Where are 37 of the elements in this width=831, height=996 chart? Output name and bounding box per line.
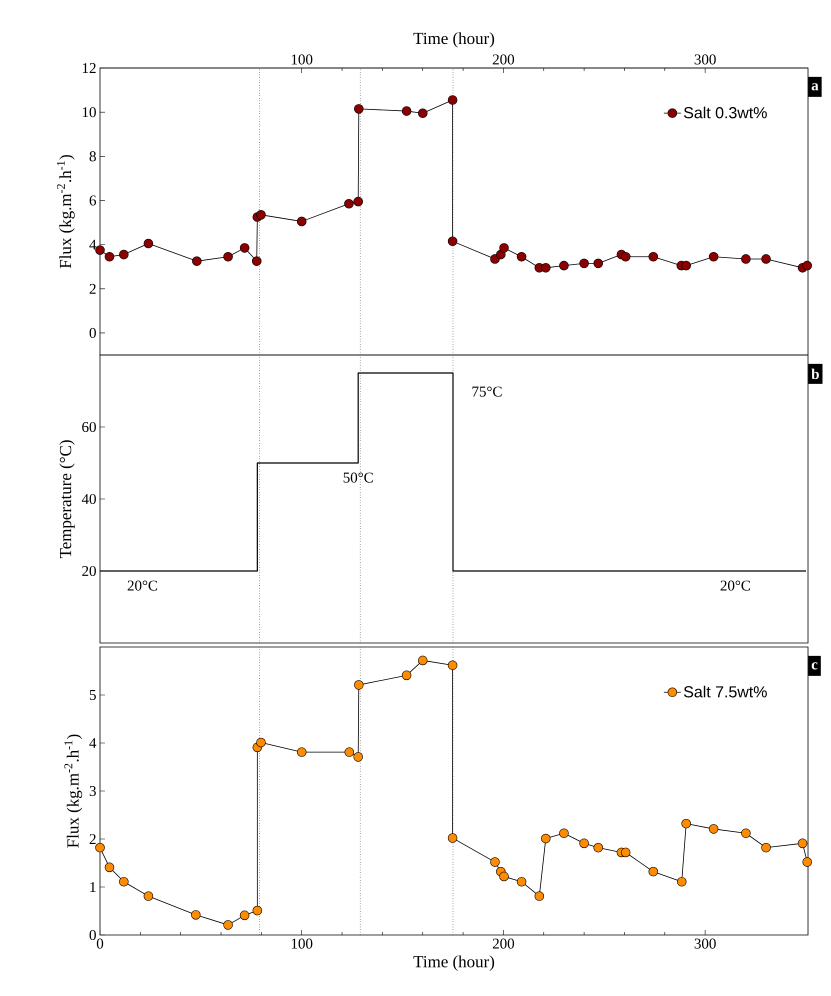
- y-tick-label: 0: [90, 328, 96, 338]
- x-tick-label: 100: [292, 938, 312, 949]
- x-tick-label: 300: [694, 938, 716, 949]
- annotation: 20°C: [128, 580, 158, 591]
- x2-tick-label: 100: [292, 54, 312, 64]
- x2-tick-label: 200: [492, 54, 514, 64]
- y-tick-label: 2: [90, 834, 96, 844]
- y-axis-title: Flux (kg.m$^{-2}$.h$^{-1}$): [56, 155, 75, 268]
- annotation: 50°C: [344, 472, 373, 483]
- y-tick-label: 2: [90, 284, 96, 294]
- text: a: [812, 83, 818, 90]
- legend-label: Salt 7.5wt%: [684, 686, 767, 698]
- x-tick-label: 200: [492, 938, 514, 949]
- y-tick-label: 12: [82, 63, 96, 73]
- x-tick-label: 0: [96, 938, 104, 949]
- y-tick-label: 6: [90, 195, 96, 206]
- y-tick-label: 1: [90, 882, 96, 892]
- y-axis-title: Flux (kg.m$^{-2}$.h$^{-1}$): [64, 734, 82, 848]
- y-tick-label: 60: [82, 422, 96, 432]
- legend-label: Salt 0.3wt%: [684, 106, 767, 118]
- y-tick-label: 0: [90, 930, 96, 940]
- y-tick-label: 20: [82, 566, 96, 576]
- annotation: 75°C: [472, 386, 502, 397]
- annotation: 20°C: [720, 580, 750, 591]
- x-axis-title: Time (hour): [413, 955, 494, 971]
- y-tick-label: 8: [90, 151, 96, 162]
- y-axis-title: Temperature (°C): [59, 440, 75, 558]
- x2-axis-title: Time (hour): [413, 32, 494, 48]
- y-tick-label: 40: [82, 494, 96, 504]
- x2-tick-label: 300: [694, 54, 716, 64]
- y-tick-label: 4: [89, 240, 96, 250]
- text: b: [811, 368, 819, 380]
- y-tick-label: 10: [82, 107, 96, 118]
- y-tick-label: 4: [89, 738, 96, 748]
- y-tick-label: 3: [90, 786, 96, 796]
- y-tick-label: 5: [90, 690, 96, 700]
- text: c: [812, 662, 818, 670]
